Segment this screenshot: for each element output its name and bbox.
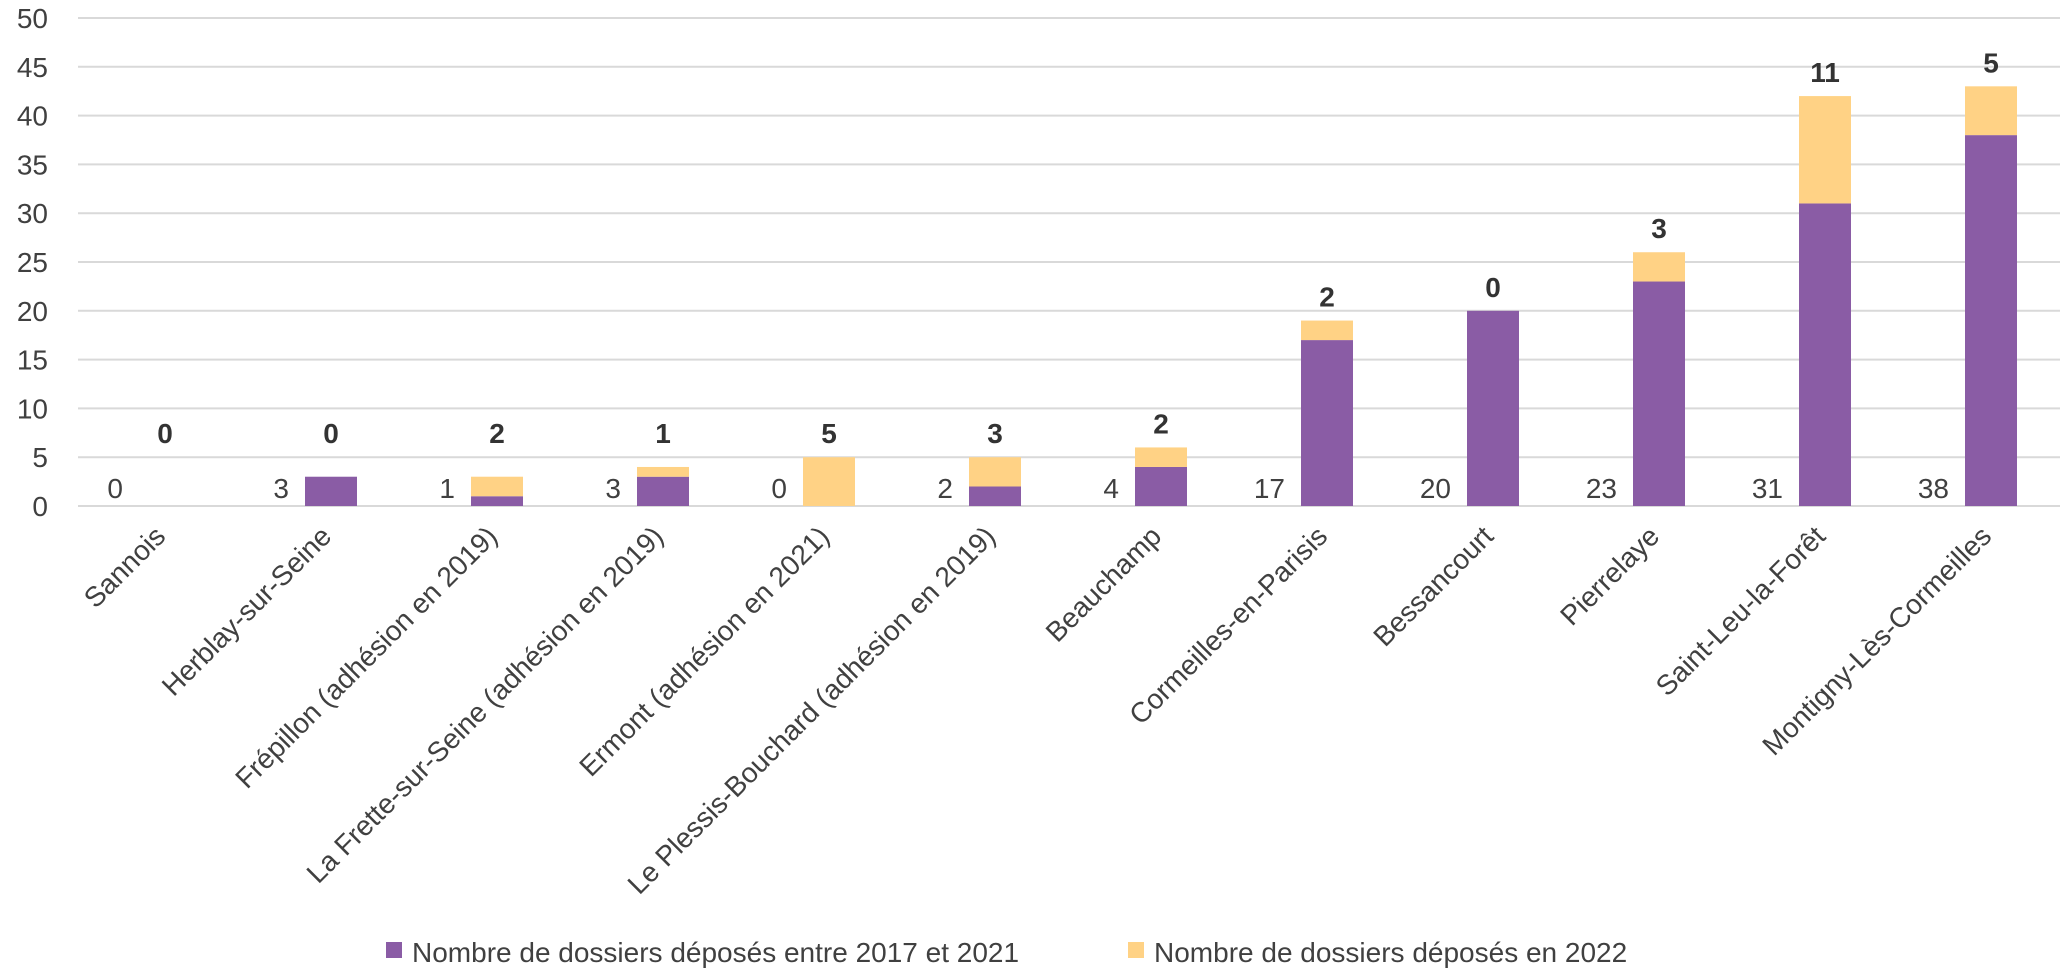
y-tick-label: 40 [17,101,48,132]
x-tick-label: La Frette-sur-Seine (adhésion en 2019) [301,520,670,889]
x-tick-label: Bessancourt [1367,520,1499,652]
bar-2022 [471,476,523,497]
y-tick-label: 5 [32,442,48,473]
bar-2022 [1965,86,2017,136]
bar-2017-2021 [969,486,1021,506]
x-tick-label: Pierrelaye [1554,520,1665,631]
bar-2022 [1633,252,1685,282]
bar-2017-2021 [1799,203,1851,506]
data-label-2022: 0 [323,418,339,449]
bar-2017-2021 [305,476,357,506]
data-label-2017-2021: 38 [1918,473,1949,504]
x-tick-label: Herblay-sur-Seine [156,520,337,701]
data-label-2022: 3 [987,418,1003,449]
data-label-2017-2021: 4 [1103,473,1119,504]
legend-swatch-2017-2021 [386,942,402,958]
bar-2017-2021 [637,476,689,506]
y-tick-label: 30 [17,198,48,229]
legend-label-2017-2021: Nombre de dossiers déposés entre 2017 et… [412,937,1019,968]
data-label-2022: 5 [1983,47,1999,78]
bar-2022 [637,466,689,477]
x-tick-label: Saint-Leu-la-Forêt [1650,520,1832,702]
bar-2017-2021 [1301,340,1353,506]
y-axis-ticks: 0 5 10 15 20 25 30 35 40 45 50 [17,3,48,522]
data-label-2022: 2 [1319,282,1335,313]
y-tick-label: 45 [17,52,48,83]
data-label-2022: 5 [821,418,837,449]
data-label-2022: 0 [157,418,173,449]
bar-2022 [803,457,855,506]
data-label-2022: 0 [1485,272,1501,303]
bar-2017-2021 [1135,466,1187,506]
data-label-2017-2021: 3 [273,473,289,504]
bar-2017-2021 [1467,310,1519,506]
data-label-2017-2021: 17 [1254,473,1285,504]
legend-swatch-2022 [1128,942,1144,958]
bar-2017-2021 [471,496,523,506]
data-label-2017-2021: 0 [771,473,787,504]
data-label-2022: 1 [655,418,671,449]
data-label-2017-2021: 20 [1420,473,1451,504]
data-label-2017-2021: 0 [107,473,123,504]
data-label-2017-2021: 2 [937,473,953,504]
legend-label-2022: Nombre de dossiers déposés en 2022 [1154,937,1627,968]
x-tick-label: Beauchamp [1040,520,1168,648]
data-label-2022: 2 [489,418,505,449]
data-label-2017-2021: 31 [1752,473,1783,504]
data-label-2022: 11 [1810,57,1840,88]
y-tick-label: 10 [17,393,48,424]
data-label-2022: 2 [1153,408,1169,439]
y-tick-label: 35 [17,149,48,180]
bars [305,86,2017,506]
bar-2022 [1135,447,1187,467]
y-tick-label: 25 [17,247,48,278]
bar-2022 [969,457,1021,487]
bar-2017-2021 [1633,281,1685,506]
y-tick-label: 20 [17,296,48,327]
data-label-2017-2021: 3 [605,473,621,504]
bar-2022 [1301,320,1353,341]
y-tick-label: 15 [17,345,48,376]
bar-2017-2021 [1965,135,2017,506]
bar-2022 [1799,96,1851,204]
y-tick-label: 50 [17,3,48,34]
legend: Nombre de dossiers déposés entre 2017 et… [386,937,1627,968]
x-tick-label: Frépillon (adhésion en 2019) [229,520,503,794]
data-label-2017-2021: 1 [439,473,455,504]
x-tick-label: Sannois [78,520,171,613]
data-label-2022: 3 [1651,213,1667,244]
data-label-2017-2021: 23 [1586,473,1617,504]
x-tick-label: Le Plessis-Bouchard (adhésion en 2019) [622,520,1002,900]
y-tick-label: 0 [32,491,48,522]
gridlines [78,17,2060,507]
